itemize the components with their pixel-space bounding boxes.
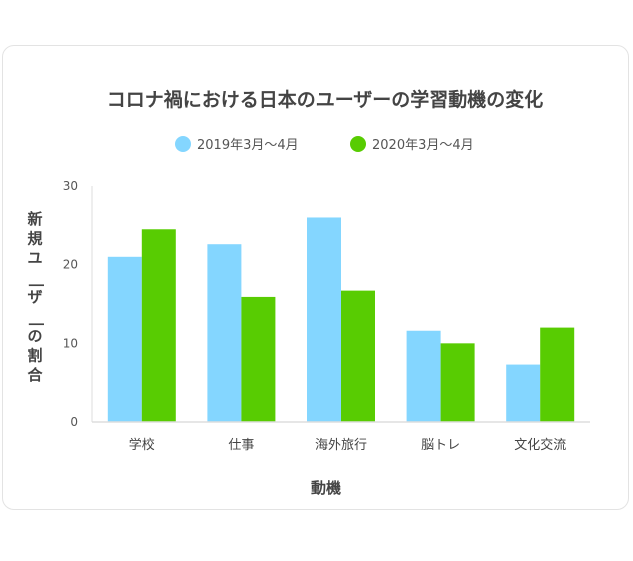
x-category-label: 脳トレ [421,438,460,453]
x-axis-labels: 学校 仕事 海外旅行 脳トレ 文化交流 [129,437,566,453]
bar-2020 [341,290,375,422]
y-tick-label: 10 [63,336,78,350]
legend-marker-2019 [175,136,191,152]
legend-label-2019: 2019年3月〜4月 [197,138,299,153]
bar-2020 [540,327,575,422]
y-axis-ticks: 0 10 20 30 [63,179,78,429]
bar-2020 [141,229,176,422]
x-category-label: 文化交流 [514,437,566,453]
chart-title: コロナ禍における日本のユーザーの学習動機の変化 [107,88,544,111]
bar-2020 [440,343,475,422]
bar-2019 [207,244,242,422]
bar-2019 [107,256,142,422]
bars [107,217,575,422]
y-axis-title: 新規ユ|ザ|の割合 [26,210,46,384]
y-tick-label: 30 [63,179,78,193]
bar-2019 [506,364,541,422]
y-tick-label: 0 [70,415,78,429]
bar-2020 [241,296,276,422]
bar-2019 [406,330,441,422]
legend-marker-2020 [350,136,366,152]
legend-label-2020: 2020年3月〜4月 [372,138,474,153]
legend: 2019年3月〜4月 2020年3月〜4月 [175,136,474,153]
x-category-label: 学校 [129,437,155,453]
bar-2019 [307,217,341,422]
x-axis-title: 動機 [311,479,341,497]
y-tick-label: 20 [63,258,78,272]
x-category-label: 仕事 [228,438,254,453]
x-category-label: 海外旅行 [315,438,367,453]
